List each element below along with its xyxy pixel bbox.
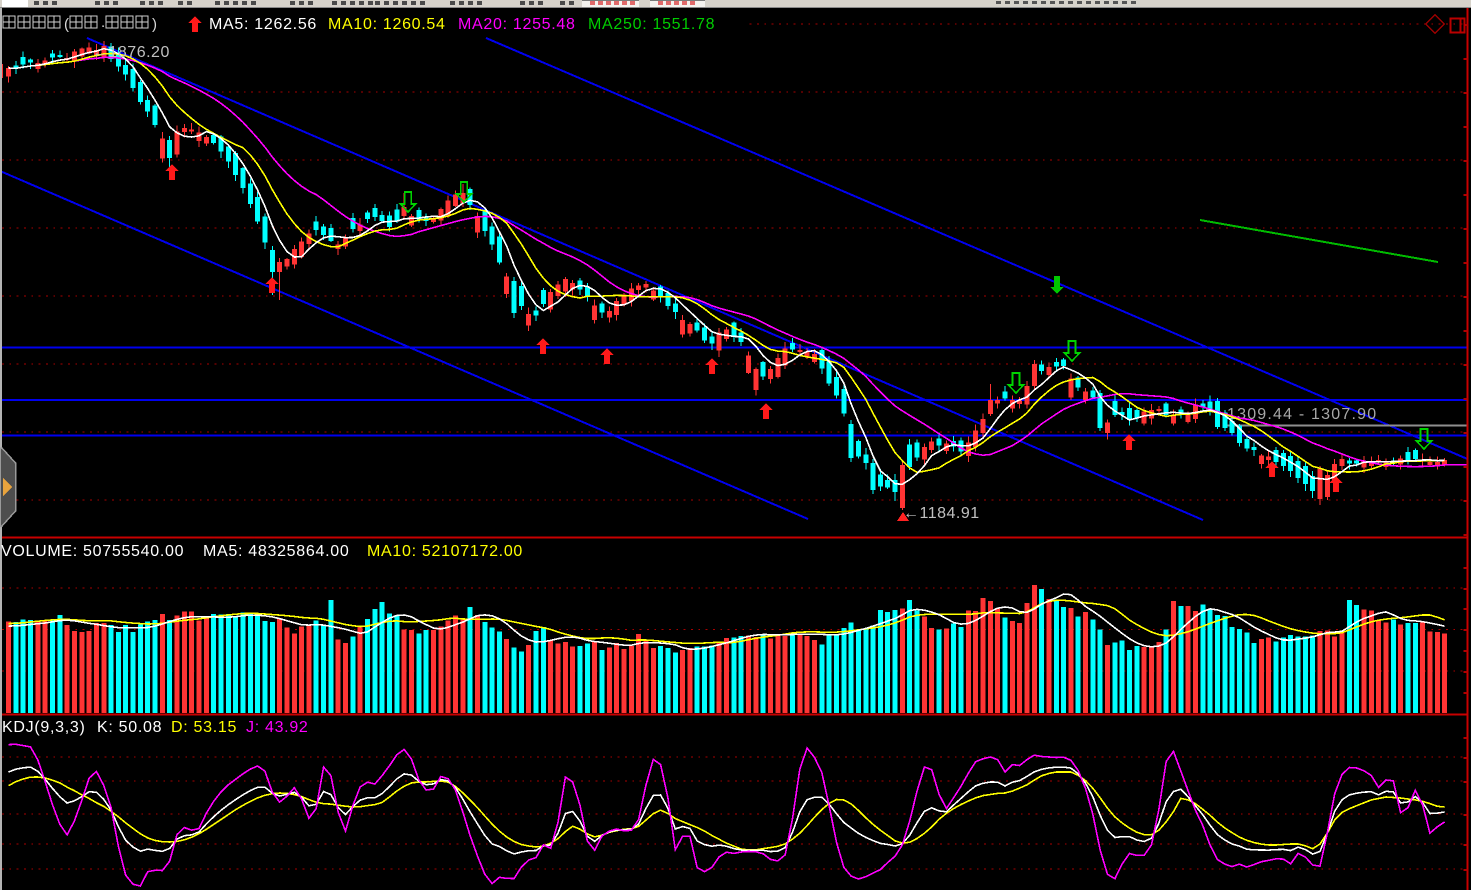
svg-text:MA10: 52107172.00: MA10: 52107172.00 xyxy=(367,543,523,560)
svg-text:KDJ(9,3,3): KDJ(9,3,3) xyxy=(2,719,85,736)
svg-text:): ) xyxy=(152,16,157,33)
svg-text:.: . xyxy=(101,14,105,31)
svg-text:←1184.91: ←1184.91 xyxy=(903,505,980,522)
svg-text:←1876.20: ←1876.20 xyxy=(92,44,170,61)
svg-text:MA5: 48325864.00: MA5: 48325864.00 xyxy=(203,543,349,560)
svg-text:MA20: 1255.48: MA20: 1255.48 xyxy=(458,16,576,33)
svg-text:MA10: 1260.54: MA10: 1260.54 xyxy=(328,16,446,33)
svg-text:1309.44 - 1307.90: 1309.44 - 1307.90 xyxy=(1227,406,1377,423)
svg-text:J: 43.92: J: 43.92 xyxy=(246,719,309,736)
svg-text:D: 53.15: D: 53.15 xyxy=(171,719,237,736)
svg-text:MA5: 1262.56: MA5: 1262.56 xyxy=(209,16,317,33)
svg-text:MA250: 1551.78: MA250: 1551.78 xyxy=(588,16,715,33)
svg-text:VOLUME: 50755540.00: VOLUME: 50755540.00 xyxy=(1,543,184,560)
svg-text:(: ( xyxy=(64,16,69,33)
svg-text:K: 50.08: K: 50.08 xyxy=(97,719,162,736)
